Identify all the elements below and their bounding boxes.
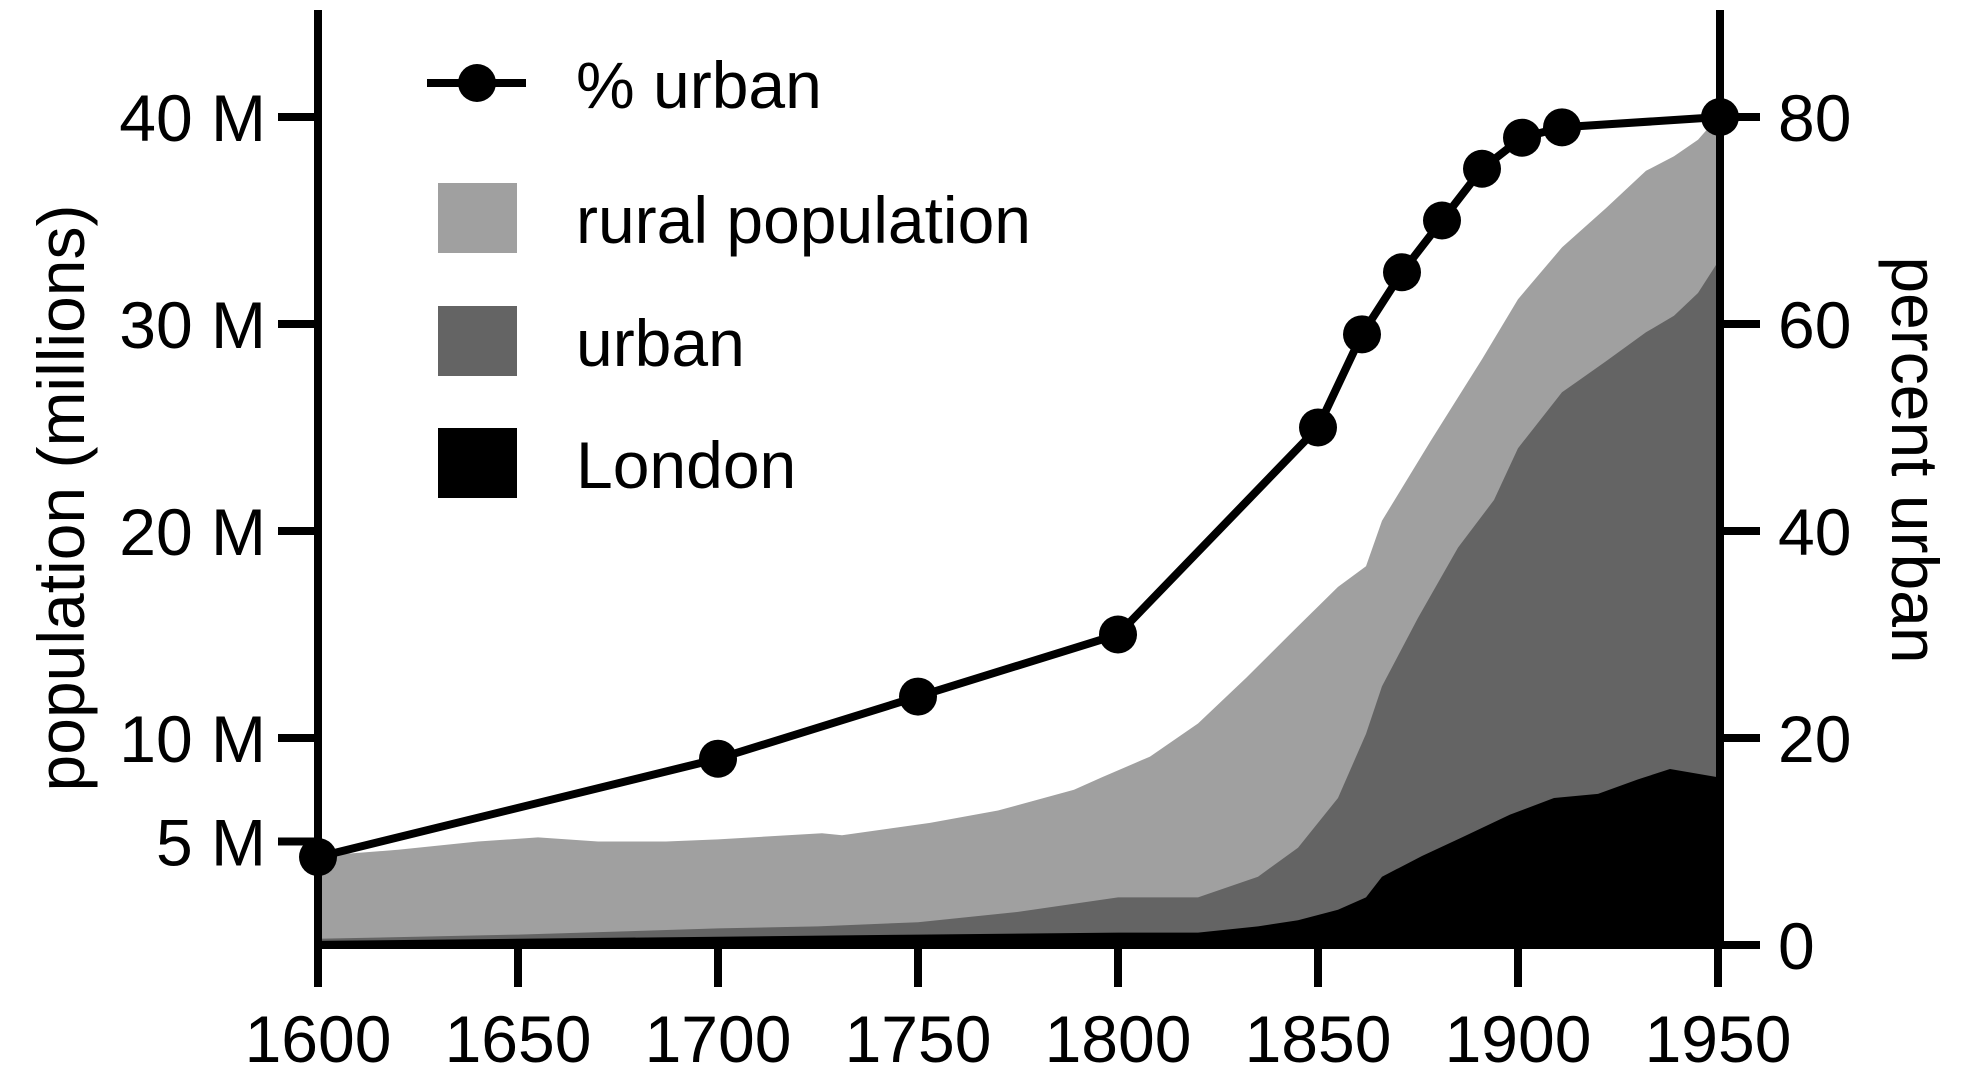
legend-label: urban: [576, 306, 745, 380]
percent-urban-marker: [1701, 98, 1739, 136]
legend-item--urban: % urban: [427, 48, 822, 122]
y-left-tick-label: 20 M: [119, 495, 266, 569]
legend-marker-icon: [458, 64, 496, 102]
percent-urban-marker: [1383, 253, 1421, 292]
legend-item-rural-population: rural population: [438, 183, 1031, 257]
percent-urban-marker: [299, 838, 337, 877]
x-tick-label: 1900: [1445, 1002, 1592, 1074]
percent-urban-marker: [699, 739, 737, 778]
legend-label: % urban: [576, 48, 822, 122]
percent-urban-marker: [1423, 201, 1461, 240]
percent-urban-marker: [899, 677, 937, 716]
y-right-tick-label: 80: [1778, 81, 1851, 155]
axes: 1600 1650 1700 1750 1800 1850 1900 1950 5 M 10 M 2…: [119, 10, 1851, 1074]
legend-swatch-icon: [438, 183, 517, 253]
x-tick-label: 1750: [845, 1002, 992, 1074]
london-area: [318, 769, 1718, 945]
stacked-areas: [318, 117, 1718, 945]
x-tick-label: 1600: [245, 1002, 392, 1074]
y-left-tick-label: 30 M: [119, 288, 266, 362]
percent-urban-marker: [1299, 408, 1337, 447]
x-tick-label: 1650: [445, 1002, 592, 1074]
legend-item-urban: urban: [438, 306, 745, 380]
y-right-tick-label: 40: [1778, 495, 1851, 569]
percent-urban-marker: [1463, 149, 1501, 188]
x-tick-label: 1800: [1045, 1002, 1192, 1074]
x-tick-label: 1950: [1645, 1002, 1792, 1074]
y-axis-right-title: percent urban: [1878, 256, 1952, 663]
y-axis-left-title: population (millions): [24, 205, 98, 792]
urban-area: [318, 261, 1718, 945]
x-tick-label: 1850: [1245, 1002, 1392, 1074]
y-left-tick-label: 40 M: [119, 81, 266, 155]
percent-urban-marker: [1543, 108, 1581, 147]
y-right-tick-label: 20: [1778, 702, 1851, 776]
y-right-tick-label: 60: [1778, 288, 1851, 362]
legend-label: London: [576, 428, 796, 502]
percent-urban-marker: [1503, 118, 1541, 157]
percent-urban-marker: [1343, 315, 1381, 354]
percent-urban-marker: [1099, 615, 1137, 654]
legend-swatch-icon: [438, 306, 517, 376]
percent-urban-line: [299, 98, 1739, 877]
x-tick-label: 1700: [645, 1002, 792, 1074]
y-left-tick-label: 5 M: [156, 806, 266, 880]
legend-label: rural population: [576, 183, 1031, 257]
y-right-tick-label: 0: [1778, 909, 1815, 983]
legend-swatch-icon: [438, 428, 517, 498]
legend-item-london: London: [438, 428, 796, 502]
legend: % urban rural population urban London: [427, 48, 1031, 502]
y-left-tick-label: 10 M: [119, 702, 266, 776]
